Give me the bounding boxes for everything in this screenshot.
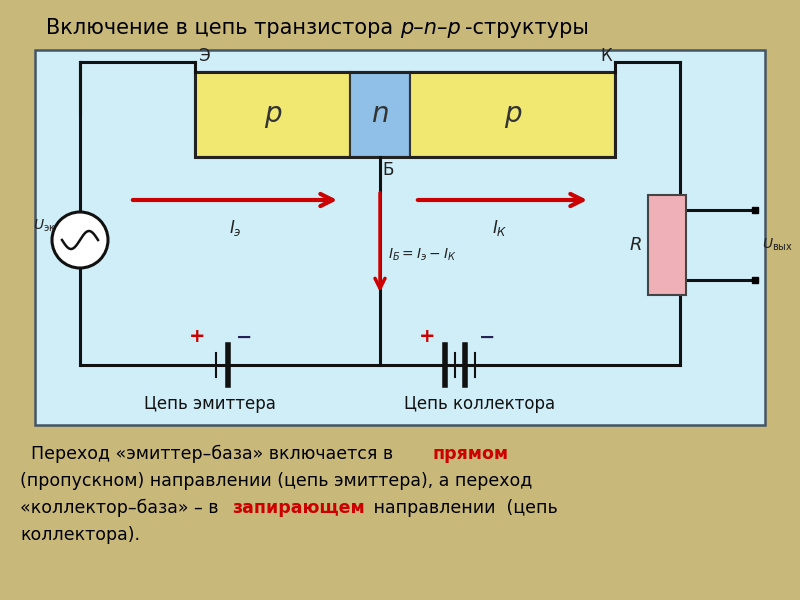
Text: р: р [264,100,282,128]
Text: Цепь коллектора: Цепь коллектора [405,395,555,413]
Text: р–n–р: р–n–р [400,18,461,38]
Text: $I_{К}$: $I_{К}$ [492,218,508,238]
Text: Э: Э [198,47,210,65]
Text: $U_{\mathsf{эк}}$: $U_{\mathsf{эк}}$ [34,218,57,234]
Text: прямом: прямом [432,445,508,463]
Text: −: − [479,328,495,346]
Text: запирающем: запирающем [232,499,365,517]
Text: +: + [189,328,206,346]
Text: +: + [418,328,435,346]
Text: Переход «эмиттер–база» включается в: Переход «эмиттер–база» включается в [20,445,398,463]
Text: Б: Б [382,161,394,179]
Text: К: К [600,47,612,65]
Text: -структуры: -структуры [465,18,589,38]
Bar [35,50,765,425]
Circle shape [52,212,108,268]
Text: направлении  (цепь: направлении (цепь [368,499,558,517]
Text: коллектора).: коллектора). [20,526,140,544]
Text: −: − [236,328,252,346]
Bar [410,72,615,157]
Text: Цепь эмиттера: Цепь эмиттера [144,395,276,413]
Bar [195,72,615,157]
Text: $I_{Б} = I_{э} - I_{К}$: $I_{Б} = I_{э} - I_{К}$ [388,247,457,263]
Text: «коллектор–база» – в: «коллектор–база» – в [20,499,224,517]
Bar [648,195,686,295]
Text: Включение в цепь транзистора: Включение в цепь транзистора [46,18,400,38]
Text: $U_{\mathsf{вых}}$: $U_{\mathsf{вых}}$ [762,237,793,253]
Bar [195,72,350,157]
Text: (пропускном) направлении (цепь эмиттера), а переход: (пропускном) направлении (цепь эмиттера)… [20,472,532,490]
Text: р: р [504,100,522,128]
Text: n: n [371,100,389,128]
Text: R: R [630,236,642,254]
Text: $I_{э}$: $I_{э}$ [229,218,242,238]
Bar [350,72,410,157]
